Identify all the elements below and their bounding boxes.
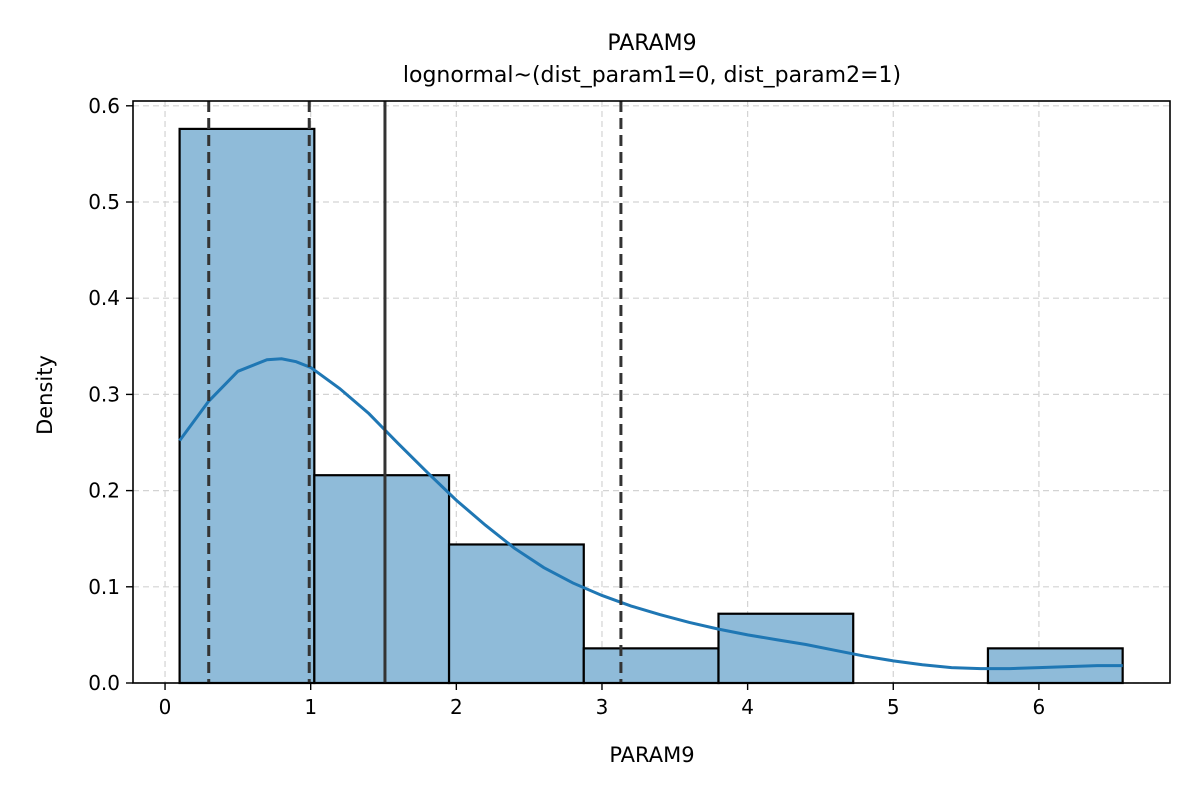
chart-title: PARAM9	[607, 31, 696, 56]
histogram-bars	[178, 127, 1124, 685]
x-tick-label: 5	[887, 695, 900, 719]
kde-layer	[178, 357, 1123, 671]
x-tick-label: 1	[304, 695, 317, 719]
y-tick-label: 0.3	[88, 382, 120, 406]
chart-subtitle: lognormal~(dist_param1=0, dist_param2=1)	[403, 63, 901, 88]
x-tick-label: 2	[450, 695, 463, 719]
axes-layer: 0 1 2 3 4 5 6 0.0 0.1 0.2 0.3 0.4 0.5 0.6	[88, 94, 1171, 719]
y-axis-label: Density	[33, 355, 57, 435]
histogram-bar	[313, 474, 451, 685]
x-axis-label: PARAM9	[609, 743, 694, 767]
histogram-bar	[178, 127, 316, 685]
y-tick-label: 0.1	[88, 575, 120, 599]
y-tick-label: 0.6	[88, 94, 120, 118]
y-tick-label: 0.0	[88, 671, 120, 695]
plot-frame	[132, 100, 1171, 684]
histogram-bar	[582, 647, 720, 685]
y-tick-label: 0.2	[88, 479, 120, 503]
kde-line	[178, 357, 1123, 671]
y-tick-label: 0.4	[88, 286, 120, 310]
x-tick-label: 3	[596, 695, 609, 719]
y-tick-label: 0.5	[88, 190, 120, 214]
reference-lines	[207, 101, 623, 683]
x-tick-label: 0	[159, 695, 172, 719]
histogram-bar	[447, 543, 585, 685]
x-tick-label: 6	[1033, 695, 1046, 719]
x-tick-label: 4	[741, 695, 754, 719]
